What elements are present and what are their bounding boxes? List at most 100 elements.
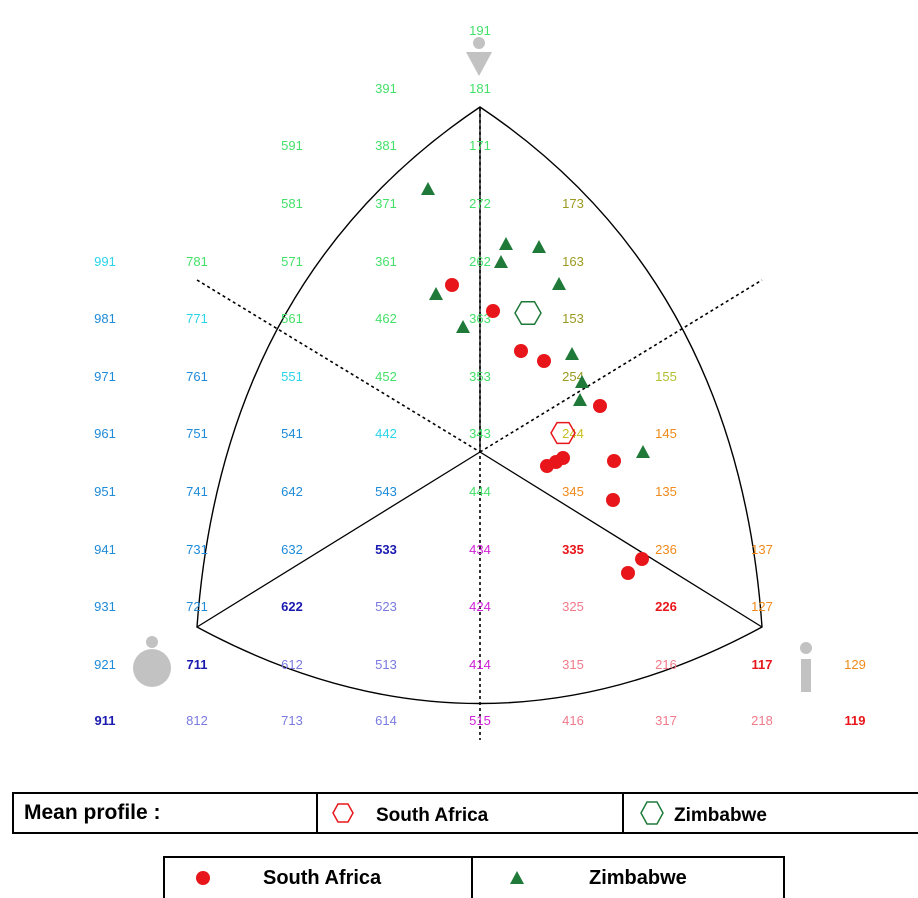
code-label-173: 173	[562, 196, 584, 211]
code-label-381: 381	[375, 138, 397, 153]
zimbabwe-mean-icon	[640, 801, 664, 825]
code-label-218: 218	[751, 713, 773, 728]
right-dotted-axis	[479, 279, 763, 453]
south-africa-point-3	[514, 344, 528, 358]
zimbabwe-point-9	[575, 375, 589, 388]
code-label-614: 614	[375, 713, 397, 728]
code-label-444: 444	[469, 484, 491, 499]
code-label-371: 371	[375, 196, 397, 211]
code-label-721: 721	[186, 599, 208, 614]
code-label-991: 991	[94, 254, 116, 269]
code-label-153: 153	[562, 311, 584, 326]
code-label-325: 325	[562, 599, 584, 614]
code-label-155: 155	[655, 369, 677, 384]
code-label-424: 424	[469, 599, 491, 614]
code-label-951: 951	[94, 484, 116, 499]
code-label-513: 513	[375, 657, 397, 672]
zimbabwe-point-5	[552, 277, 566, 290]
south-africa-point-1	[445, 278, 459, 292]
points-zimbabwe-label: Zimbabwe	[589, 866, 687, 889]
zimbabwe-point-6	[429, 287, 443, 300]
code-label-416: 416	[562, 713, 584, 728]
code-label-533: 533	[375, 542, 397, 557]
south-africa-dot-icon	[196, 871, 210, 885]
code-label-191: 191	[469, 23, 491, 38]
code-label-434: 434	[469, 542, 491, 557]
data-points	[421, 182, 650, 580]
zimbabwe-point-8	[565, 347, 579, 360]
mean-profile-legend: Mean profile : South Africa Zimbabwe	[12, 792, 918, 834]
code-label-317: 317	[655, 713, 677, 728]
code-label-761: 761	[186, 369, 208, 384]
code-label-216: 216	[655, 657, 677, 672]
south-africa-point-10	[606, 493, 620, 507]
code-label-921: 921	[94, 657, 116, 672]
code-label-119: 119	[845, 713, 866, 728]
code-label-941: 941	[94, 542, 116, 557]
code-label-571: 571	[281, 254, 303, 269]
mean-profile-zimbabwe-cell: Zimbabwe	[624, 794, 918, 832]
code-label-591: 591	[281, 138, 303, 153]
reuleaux-frame	[196, 106, 763, 705]
code-label-137: 137	[751, 542, 773, 557]
code-label-335: 335	[562, 542, 584, 557]
code-label-551: 551	[281, 369, 303, 384]
code-label-751: 751	[186, 426, 208, 441]
south-africa-point-11	[635, 552, 649, 566]
code-label-127: 127	[751, 599, 773, 614]
code-label-711: 711	[187, 657, 208, 672]
code-label-442: 442	[375, 426, 397, 441]
code-label-632: 632	[281, 542, 303, 557]
right-pole-symbol	[800, 642, 812, 692]
code-label-181: 181	[469, 81, 491, 96]
triplot-diagram: 191 391 181 591 381 171 581 371 272 173 991 781 571 3…	[94, 23, 866, 740]
mean-profile-south-africa-label: South Africa	[376, 805, 489, 826]
code-label-135: 135	[655, 484, 677, 499]
code-label-272: 272	[469, 196, 491, 211]
south-africa-point-9	[556, 451, 570, 465]
south-africa-point-6	[607, 454, 621, 468]
code-label-254: 254	[562, 369, 584, 384]
mean-profile-title-cell: Mean profile :	[14, 794, 318, 832]
code-label-262: 262	[469, 254, 491, 269]
zimbabwe-point-3	[494, 255, 508, 268]
zimbabwe-point-4	[532, 240, 546, 253]
code-label-731: 731	[186, 542, 208, 557]
code-label-391: 391	[375, 81, 397, 96]
zimbabwe-triangle-icon	[510, 871, 524, 884]
south-africa-point-5	[593, 399, 607, 413]
code-label-171: 171	[469, 138, 491, 153]
code-label-561: 561	[281, 311, 303, 326]
right-spoke	[479, 451, 763, 628]
dotted-axes	[196, 108, 763, 740]
code-label-226: 226	[655, 599, 677, 614]
code-label-741: 741	[186, 484, 208, 499]
points-south-africa-cell: South Africa	[165, 858, 473, 898]
code-label-543: 543	[375, 484, 397, 499]
code-label-515: 515	[469, 713, 491, 728]
code-label-622: 622	[281, 599, 303, 614]
code-label-361: 361	[375, 254, 397, 269]
code-label-581: 581	[281, 196, 303, 211]
left-pole-symbol	[133, 636, 171, 687]
code-label-971: 971	[94, 369, 116, 384]
mean-profile-markers	[514, 300, 576, 445]
code-label-642: 642	[281, 484, 303, 499]
code-label-315: 315	[562, 657, 584, 672]
zimbabwe-point-10	[573, 393, 587, 406]
code-label-414: 414	[469, 657, 491, 672]
south-africa-mean-marker	[550, 421, 576, 445]
points-zimbabwe-cell: Zimbabwe	[473, 858, 783, 898]
code-label-452: 452	[375, 369, 397, 384]
mean-profile-title: Mean profile :	[24, 801, 161, 824]
code-labels: 191 391 181 591 381 171 581 371 272 173 991 781 571 3…	[94, 23, 866, 728]
zimbabwe-mean-marker	[514, 300, 542, 326]
points-legend: South Africa Zimbabwe	[163, 856, 785, 898]
code-label-145: 145	[655, 426, 677, 441]
center-spokes	[196, 108, 763, 628]
code-label-236: 236	[655, 542, 677, 557]
points-south-africa-label: South Africa	[263, 866, 382, 889]
code-label-911: 911	[95, 713, 116, 728]
south-africa-mean-icon	[332, 803, 354, 823]
top-pole-symbol	[466, 37, 492, 76]
